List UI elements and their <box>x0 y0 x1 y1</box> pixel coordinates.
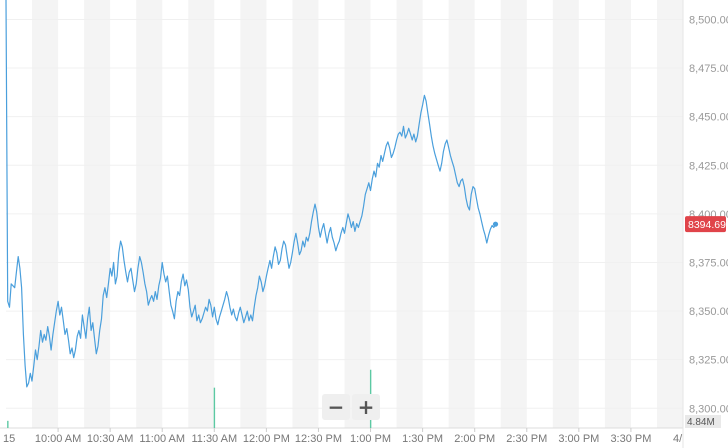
volume-label: 4.84M <box>687 417 715 428</box>
y-tick-label: 8,325.00 <box>689 355 728 367</box>
x-tick-label: 4/ <box>673 433 683 445</box>
zoom-in-button[interactable]: + <box>352 394 380 420</box>
current-point <box>492 221 499 227</box>
x-tick-label: 15 <box>3 433 15 445</box>
current-value-badge <box>685 216 726 233</box>
x-tick-label: 12:00 PM <box>243 433 290 445</box>
x-tick-label: 1:30 PM <box>402 433 443 445</box>
volume-bar <box>213 387 216 428</box>
zoom-controls: − + <box>322 394 382 420</box>
x-tick-label: 1:00 PM <box>350 433 391 445</box>
y-tick-label: 8,375.00 <box>689 257 728 269</box>
x-tick-label: 11:30 AM <box>191 433 237 445</box>
x-tick-label: 3:00 PM <box>558 433 599 445</box>
volume-badge <box>685 415 721 428</box>
x-tick-label: 11:00 AM <box>139 433 185 445</box>
y-tick-label: 8,475.00 <box>689 63 728 75</box>
y-tick-label: 8,450.00 <box>689 112 728 124</box>
x-tick-label: 2:00 PM <box>454 433 495 445</box>
zoom-out-button[interactable]: − <box>322 394 350 420</box>
x-tick-label: 3:30 PM <box>610 433 651 445</box>
price-line <box>5 0 497 388</box>
y-tick-label: 8,300.00 <box>689 403 728 415</box>
current-value-label: 8394.69 <box>688 219 726 231</box>
x-tick-label: 2:30 PM <box>506 433 547 445</box>
volume-bar <box>7 420 9 428</box>
x-tick-label: 10:30 AM <box>87 433 133 445</box>
x-tick-label: 10:00 AM <box>35 433 81 445</box>
y-tick-label: 8,350.00 <box>689 306 728 318</box>
y-tick-label: 8,500.00 <box>689 14 728 26</box>
y-tick-label: 8,425.00 <box>689 160 728 172</box>
x-tick-label: 12:30 PM <box>295 433 342 445</box>
